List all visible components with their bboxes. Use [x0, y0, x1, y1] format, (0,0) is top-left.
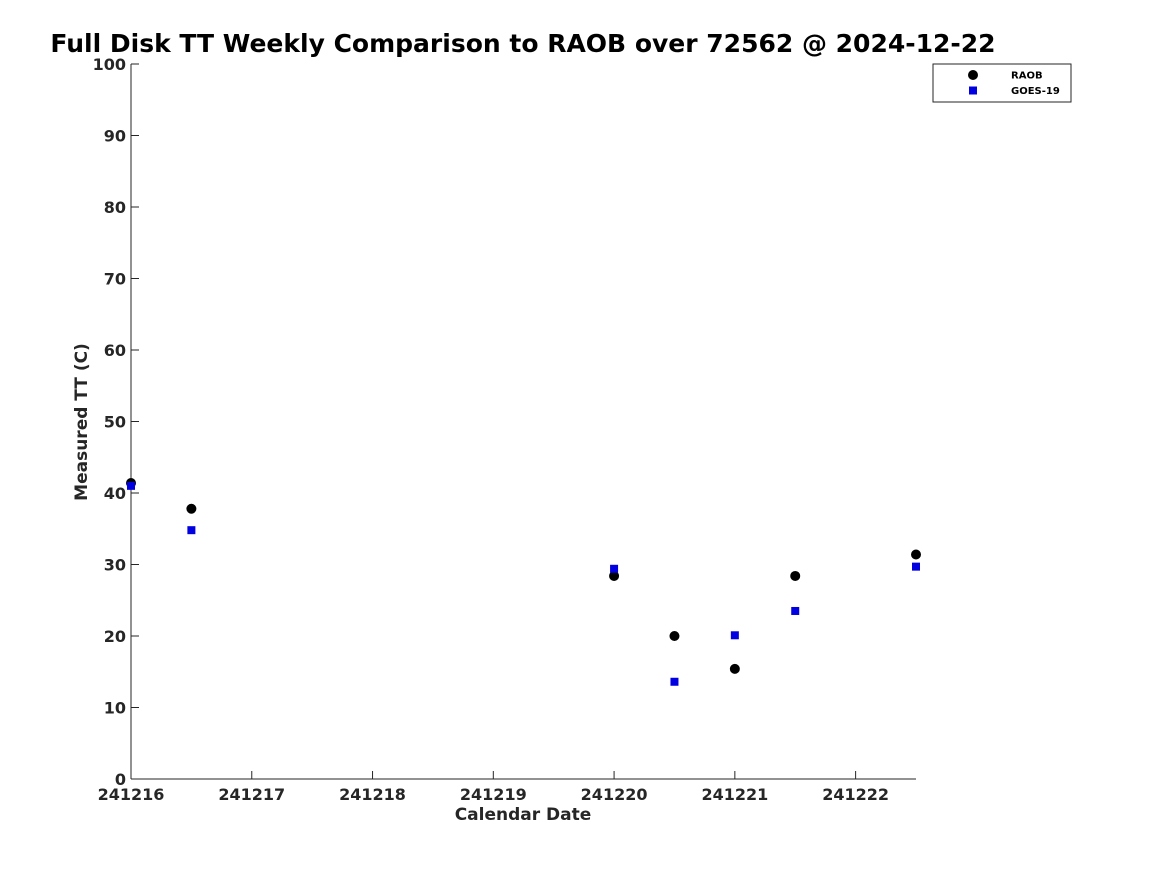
y-axis-label: Measured TT (C): [72, 343, 92, 501]
y-tick-label: 30: [104, 556, 126, 575]
y-tick-label: 70: [104, 270, 126, 289]
raob-point: [790, 570, 801, 581]
goes-19-point: [610, 564, 619, 573]
x-tick-label: 241220: [581, 785, 648, 804]
legend: RAOB GOES-19: [932, 63, 1072, 103]
x-tick-label: 241222: [822, 785, 889, 804]
y-tick-label: 80: [104, 198, 126, 217]
x-tick-label: 241216: [98, 785, 165, 804]
legend-marker-goes-19: [969, 86, 977, 95]
axes: [130, 64, 916, 780]
legend-box: [932, 63, 1072, 103]
y-tick-label: 10: [104, 699, 126, 718]
raob-point: [911, 549, 921, 560]
raob-point: [186, 503, 197, 514]
x-tick-label: 241218: [339, 785, 406, 804]
legend-label-raob: RAOB: [1011, 71, 1043, 82]
y-tick-label: 40: [104, 484, 126, 503]
goes-19-point: [127, 481, 135, 490]
goes-19-point: [791, 606, 800, 615]
x-tick-label: 241221: [701, 785, 768, 804]
raob-point: [609, 570, 620, 581]
y-tick-label: 100: [93, 55, 126, 74]
y-tick-label: 60: [104, 341, 126, 360]
y-tick-label: 50: [104, 413, 126, 432]
goes-19-point: [187, 526, 196, 535]
goes-19-point: [912, 562, 920, 571]
legend-marker-raob: [968, 70, 978, 80]
data-points: [126, 477, 921, 686]
legend-label-goes-19: GOES-19: [1011, 86, 1060, 97]
raob-point: [729, 663, 740, 674]
x-tick-label: 241219: [460, 785, 527, 804]
raob-point: [669, 631, 680, 641]
chart-title: Full Disk TT Weekly Comparison to RAOB o…: [50, 29, 995, 58]
y-tick-label: 0: [115, 770, 126, 789]
x-tick-label: 241217: [218, 785, 285, 804]
goes-19-point: [670, 677, 679, 686]
y-tick-label: 20: [104, 627, 126, 646]
goes-19-point: [730, 631, 739, 640]
y-tick-label: 90: [104, 127, 126, 146]
x-axis-label: Calendar Date: [455, 805, 592, 825]
ticks: 0 10 20 30 40 50 60 70 80 90 100 241216 241217 241218…: [93, 55, 889, 804]
